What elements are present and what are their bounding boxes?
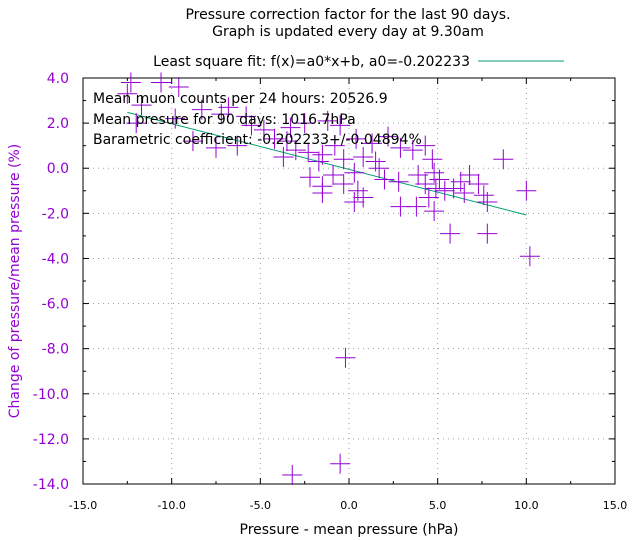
data-point [312,183,333,204]
x-axis-tick-labels: -15.0 -10.0 -5.0 0.0 5.0 10.0 15.0 [69,499,627,512]
data-point [308,151,329,172]
legend: Least square fit: f(x)=a0*x+b, a0=-0.202… [153,54,564,70]
data-point [390,137,411,158]
fit-line [127,111,527,216]
x-axis-label: Pressure - mean pressure (hPa) [240,522,459,538]
data-point [276,131,297,152]
data-point [434,180,455,201]
y-tick-label: 2.0 [47,116,69,132]
x-tick-label: 5.0 [429,499,447,512]
data-point [477,223,498,244]
data-point [168,77,189,98]
y-tick-label: -4.0 [42,251,69,267]
data-point [390,196,411,217]
data-point [294,113,315,134]
data-point [330,115,351,136]
y-axis-tick-labels: 4.0 2.0 0.0 -2.0 -4.0 -6.0 -8.0 -10.0 -12.0 -14.0 [33,71,69,493]
data-point [126,113,147,134]
grid [83,78,615,484]
data-point [344,162,365,183]
data-point [418,187,439,208]
data-point [369,158,390,179]
data-point [273,146,294,167]
data-point [323,164,344,185]
data-point [335,347,356,368]
data-point [516,180,537,201]
data-point [299,167,320,188]
data-point [378,126,399,147]
data-points [117,72,540,485]
data-point [206,137,226,158]
data-point [131,95,152,116]
data-point [120,72,141,93]
data-point [440,223,461,244]
data-point [362,133,383,154]
data-point [227,135,248,156]
data-point [374,169,395,190]
y-tick-label: 0.0 [47,161,69,177]
y-tick-label: 4.0 [47,71,69,87]
data-point [298,142,319,163]
y-tick-label: -2.0 [42,206,69,222]
fit-line-group [127,111,527,216]
data-point [236,106,257,127]
y-axis-label: Change of pressure/mean pressure (%) [7,144,23,418]
x-tick-label: -15.0 [69,499,97,512]
data-point [253,119,274,140]
data-point [429,169,450,190]
data-point [218,97,239,118]
data-point [402,140,423,161]
x-tick-label: 15.0 [603,499,628,512]
chart-subtitle: Graph is updated every day at 9.30am [212,24,484,40]
annotation-barometric-coefficient: Barametric coefficient: -0.202233+/-0.04… [93,132,422,148]
data-point [333,149,354,170]
y-tick-label: -6.0 [42,297,69,313]
x-tick-label: 0.0 [340,499,358,512]
data-point [353,187,374,208]
annotation-mean-pressure: Mean presure for 90 days: 1016.7hPa [93,112,356,128]
data-point [424,201,445,222]
data-point [241,115,262,136]
data-point [346,128,367,149]
data-point [285,140,306,161]
data-point [468,174,489,195]
data-point [459,164,480,185]
data-point [415,135,436,156]
data-point [191,99,212,120]
data-point [324,135,345,156]
data-point [422,149,443,170]
data-point [282,464,303,485]
data-point [182,131,203,152]
data-point [415,174,436,195]
axis-ticks [82,77,616,485]
y-tick-label: -10.0 [33,387,69,403]
data-point [519,246,540,267]
data-point [388,171,409,192]
data-point [280,117,301,138]
data-point [330,453,351,474]
x-tick-label: -10.0 [157,499,185,512]
data-point [117,83,138,104]
data-point [317,110,338,131]
data-point [353,146,374,167]
x-tick-label: -5.0 [250,499,271,512]
data-point [493,149,514,170]
data-point [264,128,285,149]
x-tick-label: 10.0 [514,499,539,512]
data-point [477,192,498,213]
legend-label: Least square fit: f(x)=a0*x+b, a0=-0.202… [153,54,470,70]
annotation-mean-muon-counts: Mean muon counts per 24 hours: 20526.9 [93,91,388,107]
data-point [344,192,365,213]
chart-title: Pressure correction factor for the last … [185,7,510,23]
data-point [151,72,172,93]
data-point [165,108,186,129]
y-tick-label: -14.0 [33,477,69,493]
data-point [333,174,354,195]
y-tick-label: -12.0 [33,432,69,448]
data-point [454,183,475,204]
y-tick-label: -8.0 [42,342,69,358]
